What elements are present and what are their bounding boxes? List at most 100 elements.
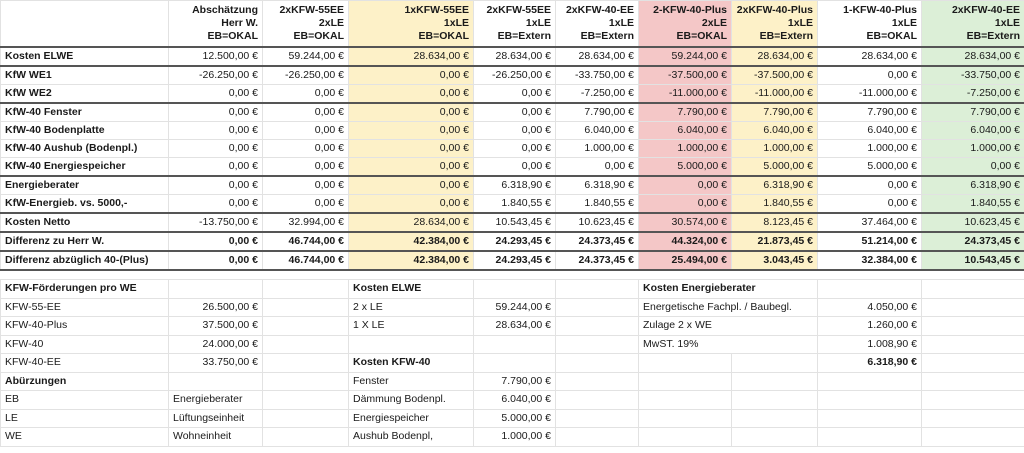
value-cell[interactable]: 10.623,45 € <box>555 212 639 233</box>
info-cell[interactable]: Wohneinheit <box>168 427 263 447</box>
value-cell[interactable]: 24.373,45 € <box>555 250 639 271</box>
value-cell[interactable]: 6.318,90 € <box>731 175 818 195</box>
empty-cell[interactable] <box>168 371 263 391</box>
empty-cell[interactable] <box>555 353 639 373</box>
spacer-cell[interactable] <box>732 270 818 280</box>
value-cell[interactable]: 0,00 € <box>262 157 349 177</box>
column-header[interactable]: 1-KFW-40-Plus 1xLE EB=OKAL <box>817 0 922 48</box>
info-cell[interactable]: LE <box>0 408 169 428</box>
spacer-cell[interactable] <box>1 270 169 280</box>
value-cell[interactable]: -26.250,00 € <box>262 65 349 85</box>
info-cell[interactable]: 6.040,00 € <box>473 390 556 410</box>
row-label[interactable]: Energieberater <box>0 175 169 195</box>
value-cell[interactable]: 32.384,00 € <box>817 250 922 271</box>
value-cell[interactable]: 37.464,00 € <box>817 212 922 233</box>
empty-cell[interactable] <box>262 297 349 317</box>
empty-cell[interactable] <box>555 427 639 447</box>
info-cell[interactable]: Zulage 2 x WE <box>638 316 818 336</box>
column-header[interactable]: 2-KFW-40-Plus 2xLE EB=OKAL <box>638 0 732 48</box>
value-cell[interactable]: 0,00 € <box>262 102 349 122</box>
value-cell[interactable]: 28.634,00 € <box>348 212 474 233</box>
value-cell[interactable]: -33.750,00 € <box>555 65 639 85</box>
value-cell[interactable]: 24.373,45 € <box>555 231 639 252</box>
empty-cell[interactable] <box>168 279 263 299</box>
value-cell[interactable]: 0,00 € <box>555 157 639 177</box>
info-cell[interactable]: 24.000,00 € <box>168 334 263 354</box>
info-cell[interactable]: 26.500,00 € <box>168 297 263 317</box>
empty-cell[interactable] <box>921 297 1024 317</box>
column-header[interactable]: 1xKFW-55EE 1xLE EB=OKAL <box>348 0 474 48</box>
value-cell[interactable]: 0,00 € <box>348 84 474 104</box>
value-cell[interactable]: 0,00 € <box>262 194 349 214</box>
value-cell[interactable]: 1.000,00 € <box>731 139 818 158</box>
value-cell[interactable]: 28.634,00 € <box>731 46 818 67</box>
value-cell[interactable]: 1.840,55 € <box>921 194 1024 214</box>
value-cell[interactable]: 10.543,45 € <box>473 212 556 233</box>
value-cell[interactable]: 30.574,00 € <box>638 212 732 233</box>
value-cell[interactable]: -13.750,00 € <box>168 212 263 233</box>
value-cell[interactable]: 0,00 € <box>921 157 1024 177</box>
empty-cell[interactable] <box>731 427 818 447</box>
info-cell[interactable]: KFW-Förderungen pro WE <box>0 279 169 299</box>
value-cell[interactable]: 5.000,00 € <box>731 157 818 177</box>
value-cell[interactable]: 28.634,00 € <box>348 46 474 67</box>
spacer-cell[interactable] <box>349 270 474 280</box>
value-cell[interactable]: 5.000,00 € <box>817 157 922 177</box>
column-header[interactable]: 2xKFW-40-Plus 1xLE EB=Extern <box>731 0 818 48</box>
value-cell[interactable]: 7.790,00 € <box>638 102 732 122</box>
empty-cell[interactable] <box>731 408 818 428</box>
value-cell[interactable]: 46.744,00 € <box>262 231 349 252</box>
value-cell[interactable]: -37.500,00 € <box>638 65 732 85</box>
column-header[interactable]: 2xKFW-55EE 2xLE EB=OKAL <box>262 0 349 48</box>
value-cell[interactable]: 0,00 € <box>348 139 474 158</box>
empty-cell[interactable] <box>555 408 639 428</box>
value-cell[interactable]: 6.040,00 € <box>731 121 818 140</box>
value-cell[interactable]: 0,00 € <box>168 84 263 104</box>
info-cell[interactable]: 5.000,00 € <box>473 408 556 428</box>
info-cell[interactable]: 37.500,00 € <box>168 316 263 336</box>
empty-cell[interactable] <box>731 371 818 391</box>
row-label[interactable]: Differenz abzüglich 40-(Plus) <box>0 250 169 271</box>
value-cell[interactable]: 24.293,45 € <box>473 231 556 252</box>
empty-cell[interactable] <box>555 334 639 354</box>
info-cell[interactable]: KFW-40 <box>0 334 169 354</box>
value-cell[interactable]: 0,00 € <box>262 84 349 104</box>
info-cell[interactable]: 6.318,90 € <box>817 353 922 373</box>
value-cell[interactable]: 0,00 € <box>348 157 474 177</box>
info-cell[interactable]: 28.634,00 € <box>473 316 556 336</box>
value-cell[interactable]: -37.500,00 € <box>731 65 818 85</box>
value-cell[interactable]: 0,00 € <box>348 194 474 214</box>
info-cell[interactable]: WE <box>0 427 169 447</box>
info-cell[interactable]: 4.050,00 € <box>817 297 922 317</box>
value-cell[interactable]: 7.790,00 € <box>555 102 639 122</box>
value-cell[interactable]: -11.000,00 € <box>638 84 732 104</box>
value-cell[interactable]: 3.043,45 € <box>731 250 818 271</box>
value-cell[interactable]: 6.318,90 € <box>473 175 556 195</box>
empty-cell[interactable] <box>638 427 732 447</box>
info-cell[interactable]: 1.008,90 € <box>817 334 922 354</box>
value-cell[interactable]: 1.000,00 € <box>921 139 1024 158</box>
empty-cell[interactable] <box>473 279 556 299</box>
value-cell[interactable]: 7.790,00 € <box>731 102 818 122</box>
value-cell[interactable]: 10.623,45 € <box>921 212 1024 233</box>
empty-cell[interactable] <box>921 390 1024 410</box>
row-label[interactable]: KfW-40 Aushub (Bodenpl.) <box>0 139 169 158</box>
info-cell[interactable]: Energetische Fachpl. / Baubegl. <box>638 297 818 317</box>
value-cell[interactable]: 1.000,00 € <box>817 139 922 158</box>
value-cell[interactable]: 46.744,00 € <box>262 250 349 271</box>
value-cell[interactable]: -11.000,00 € <box>817 84 922 104</box>
info-cell[interactable]: 59.244,00 € <box>473 297 556 317</box>
value-cell[interactable]: 0,00 € <box>473 102 556 122</box>
row-label[interactable]: KfW WE2 <box>0 84 169 104</box>
empty-cell[interactable] <box>731 353 818 373</box>
value-cell[interactable]: 59.244,00 € <box>638 46 732 67</box>
empty-cell[interactable] <box>473 334 556 354</box>
empty-cell[interactable] <box>817 279 922 299</box>
value-cell[interactable]: 1.840,55 € <box>555 194 639 214</box>
empty-cell[interactable] <box>921 408 1024 428</box>
value-cell[interactable]: 0,00 € <box>168 102 263 122</box>
value-cell[interactable]: 1.000,00 € <box>638 139 732 158</box>
value-cell[interactable]: 0,00 € <box>348 175 474 195</box>
row-label[interactable]: Kosten ELWE <box>0 46 169 67</box>
value-cell[interactable]: 1.000,00 € <box>555 139 639 158</box>
